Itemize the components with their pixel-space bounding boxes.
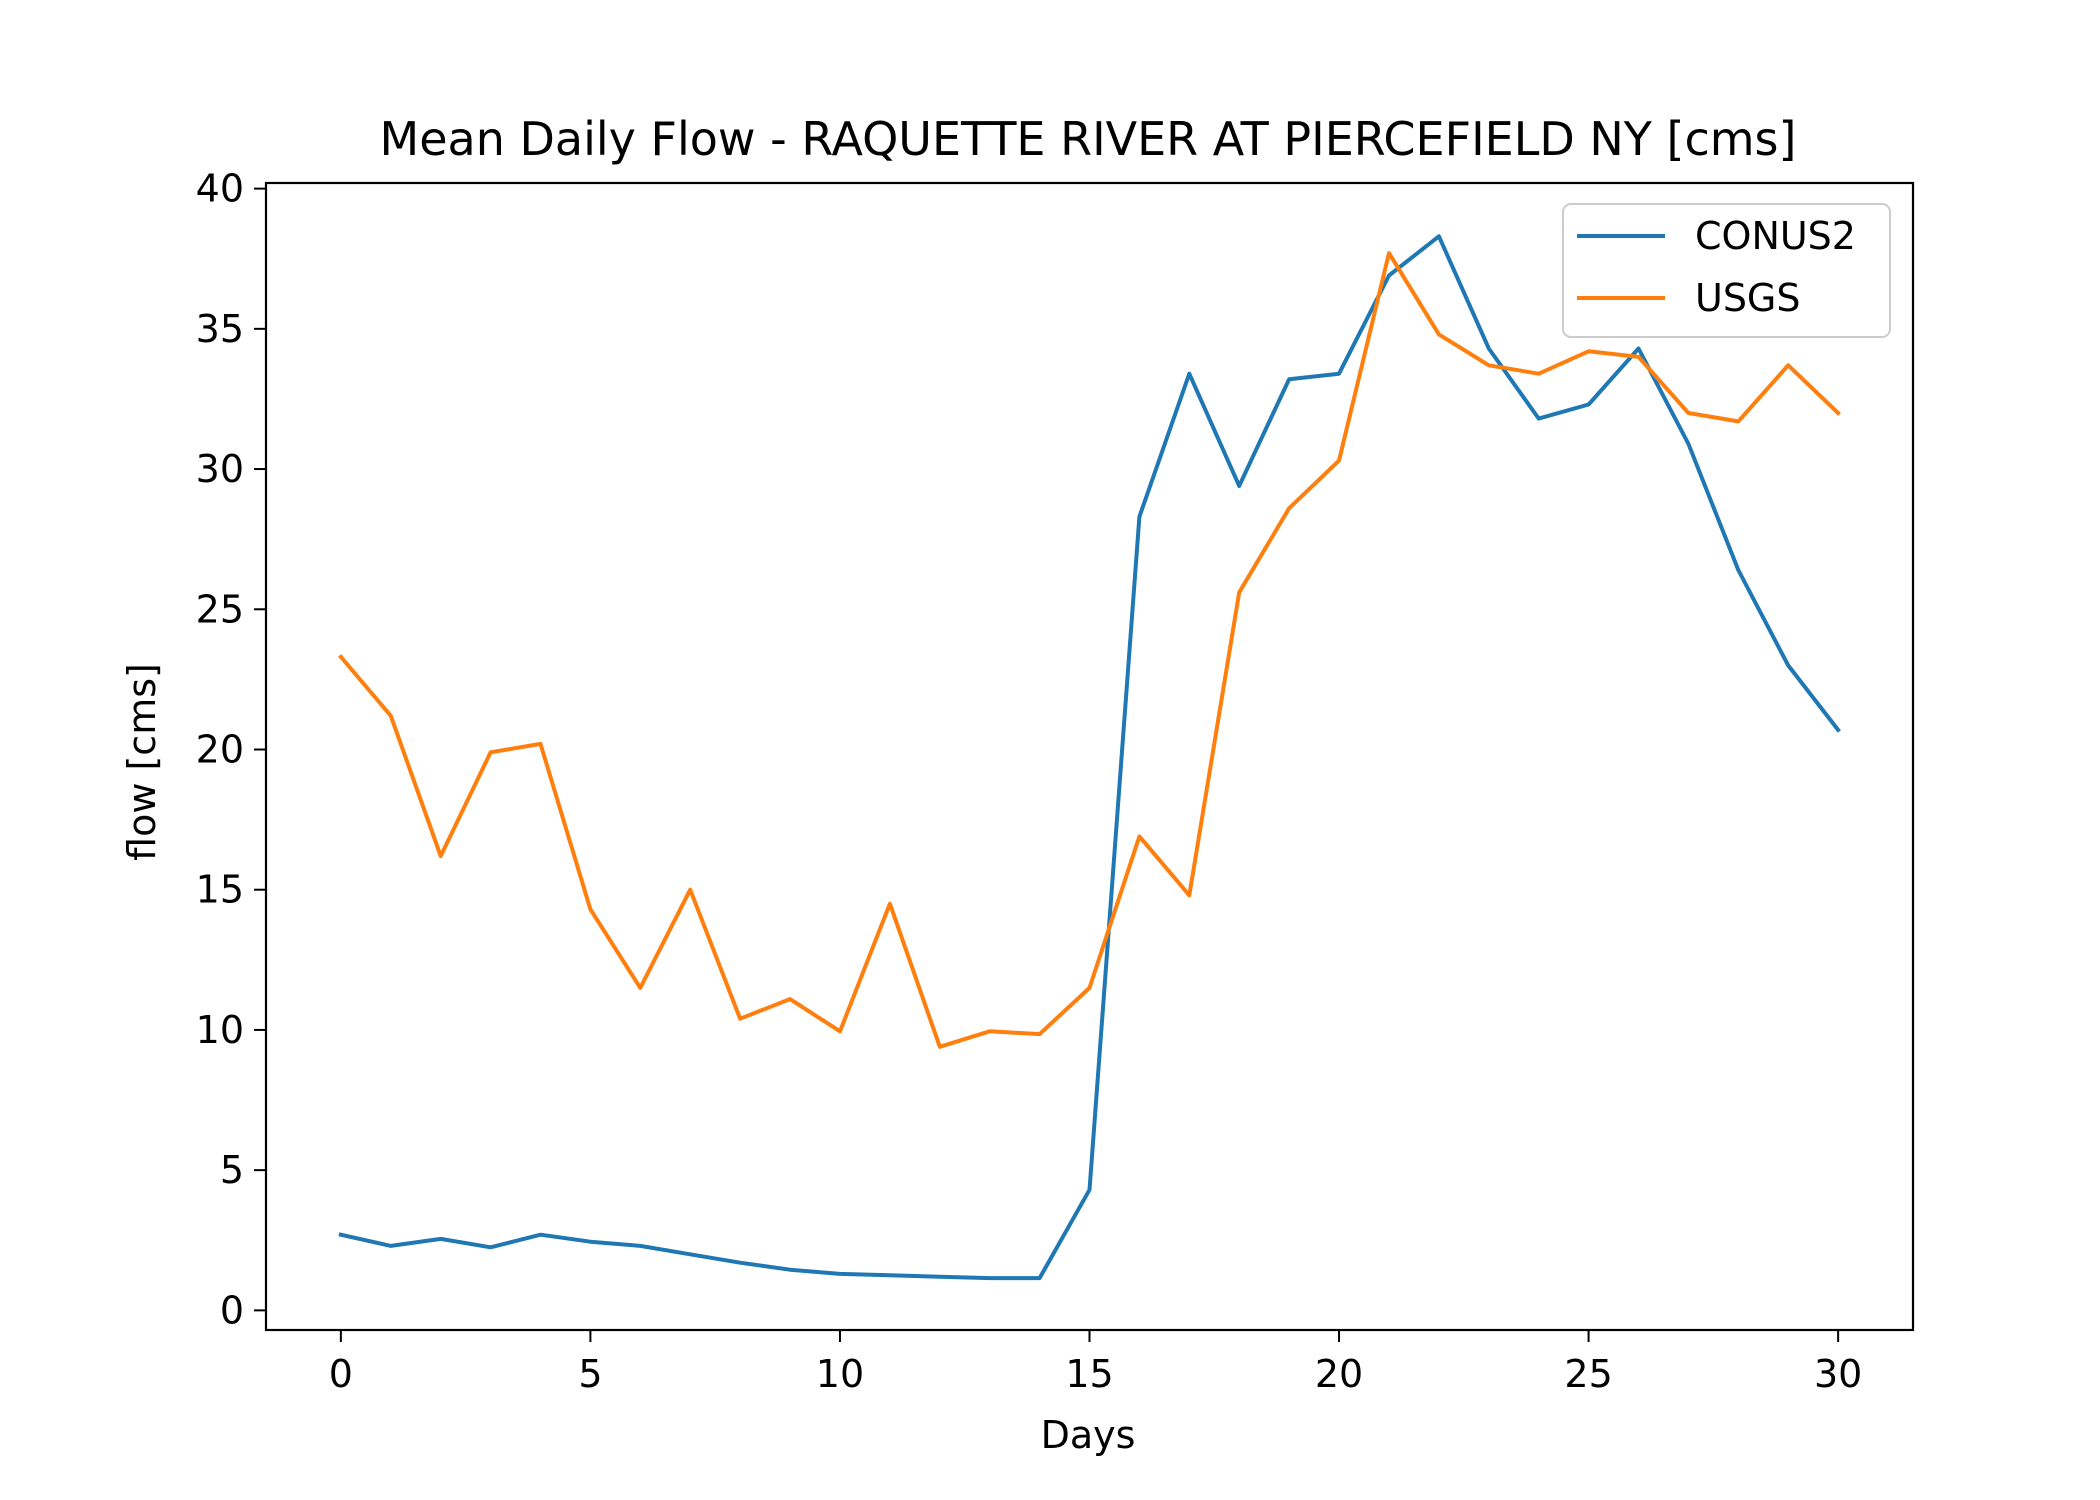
- chart-title: Mean Daily Flow - RAQUETTE RIVER AT PIER…: [380, 112, 1797, 166]
- plot-area: 0 5 10 15 20 25 30 0 5 10 15 20 25 30 35 40: [196, 167, 1915, 1396]
- x-tick-label: 15: [1065, 1352, 1113, 1396]
- y-axis-label: flow [cms]: [120, 663, 164, 861]
- legend: CONUS2 USGS: [1562, 203, 1891, 338]
- y-tick-label: 20: [196, 727, 244, 771]
- legend-label-conus2: CONUS2: [1695, 214, 1856, 258]
- y-tick-label: 30: [196, 447, 244, 491]
- y-tick-label: 15: [196, 868, 244, 912]
- y-tick-label: 35: [196, 307, 244, 351]
- x-tick-label: 20: [1315, 1352, 1363, 1396]
- x-tick-label: 5: [578, 1352, 602, 1396]
- series-line-conus2: [338, 234, 1841, 1281]
- y-tick-label: 0: [220, 1288, 244, 1332]
- y-tick-label: 25: [196, 587, 244, 631]
- x-tick-label: 25: [1564, 1352, 1612, 1396]
- legend-label-usgs: USGS: [1695, 276, 1801, 320]
- x-axis-label: Days: [1041, 1413, 1136, 1457]
- series-line-usgs: [338, 251, 1841, 1049]
- y-tick-label: 40: [196, 167, 244, 211]
- y-tick-label: 5: [220, 1148, 244, 1192]
- x-tick-label: 10: [816, 1352, 864, 1396]
- x-tick-label: 30: [1814, 1352, 1862, 1396]
- x-tick-label: 0: [329, 1352, 353, 1396]
- y-tick-label: 10: [196, 1008, 244, 1052]
